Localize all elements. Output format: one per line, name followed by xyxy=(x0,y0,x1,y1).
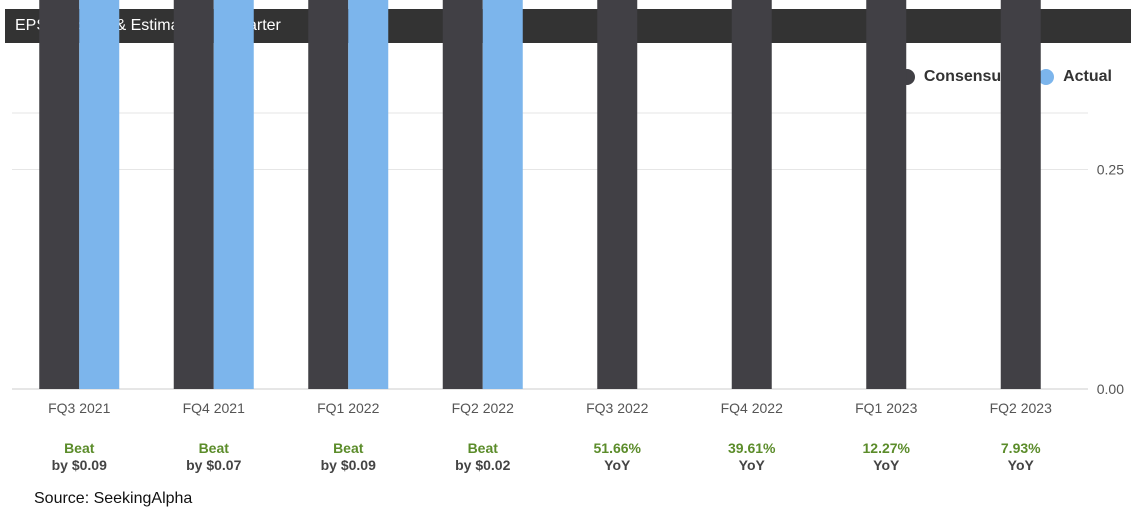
x-tick-label: FQ1 2022 xyxy=(317,400,379,416)
actual-swatch xyxy=(1038,69,1055,85)
bar-actual-fq4-2021 xyxy=(213,0,254,389)
legend-label-consensus: Consensus xyxy=(923,68,1011,85)
annotation-secondary: YoY xyxy=(738,457,765,473)
annotation-secondary: YoY xyxy=(873,457,900,473)
bar-consensus-fq2-2022 xyxy=(442,0,483,390)
annotation-secondary: YoY xyxy=(1007,457,1034,473)
annotation-primary: Beat xyxy=(64,440,95,456)
x-tick-label: FQ3 2022 xyxy=(586,400,648,416)
x-tick-label: FQ4 2021 xyxy=(183,400,245,416)
annotation-secondary: by $0.09 xyxy=(51,457,107,473)
annotation-primary: 7.93% xyxy=(1000,440,1041,456)
x-tick-label: FQ2 2022 xyxy=(452,400,514,416)
annotation-primary: Beat xyxy=(198,440,229,456)
quarter-annotation: 7.93% YoY xyxy=(961,440,1081,474)
annotation-primary: 39.61% xyxy=(728,440,776,456)
annotation-secondary: by $0.02 xyxy=(455,457,511,473)
annotation-primary: 51.66% xyxy=(593,440,641,456)
x-tick-label: FQ4 2022 xyxy=(721,400,783,416)
quarter-annotation: Beat by $0.09 xyxy=(19,440,139,474)
quarter-annotations: Beat by $0.09 Beat by $0.07 Beat by $0.09 Beat… xyxy=(12,440,1088,476)
quarter-annotation: 39.61% YoY xyxy=(692,440,812,474)
annotation-primary: 12.27% xyxy=(862,440,910,456)
source-note: Source: SeekingAlpha xyxy=(34,490,193,507)
annotation-primary: Beat xyxy=(467,440,498,456)
y-tick-label: 0.25 xyxy=(1097,162,1124,178)
bar-actual-fq3-2021 xyxy=(79,0,120,389)
bar-consensus-fq1-2022 xyxy=(308,0,349,390)
x-tick-label: FQ1 2023 xyxy=(855,400,917,416)
bar-consensus-fq3-2022 xyxy=(597,0,638,389)
annotation-primary: Beat xyxy=(333,440,364,456)
bar-actual-fq1-2022 xyxy=(348,0,389,389)
legend-item-actual[interactable]: Actual xyxy=(1038,68,1112,86)
annotation-secondary: by $0.07 xyxy=(186,457,242,473)
quarter-annotation: 12.27% YoY xyxy=(826,440,946,474)
bar-consensus-fq1-2023 xyxy=(866,0,907,389)
quarter-annotation: Beat by $0.07 xyxy=(154,440,274,474)
bar-consensus-fq2-2023 xyxy=(1000,0,1041,389)
y-tick-label: 0.00 xyxy=(1097,381,1124,397)
bar-consensus-fq3-2021 xyxy=(39,0,80,390)
x-tick-label: FQ2 2023 xyxy=(990,400,1052,416)
quarter-annotation: 51.66% YoY xyxy=(557,440,677,474)
bar-actual-fq2-2022 xyxy=(482,0,523,389)
annotation-secondary: YoY xyxy=(604,457,631,473)
quarter-annotation: Beat by $0.09 xyxy=(288,440,408,474)
legend-label-actual: Actual xyxy=(1063,68,1112,85)
x-tick-label: FQ3 2021 xyxy=(48,400,110,416)
quarter-annotation: Beat by $0.02 xyxy=(423,440,543,474)
bar-consensus-fq4-2021 xyxy=(173,0,214,389)
bar-consensus-fq4-2022 xyxy=(731,0,772,389)
annotation-secondary: by $0.09 xyxy=(320,457,376,473)
